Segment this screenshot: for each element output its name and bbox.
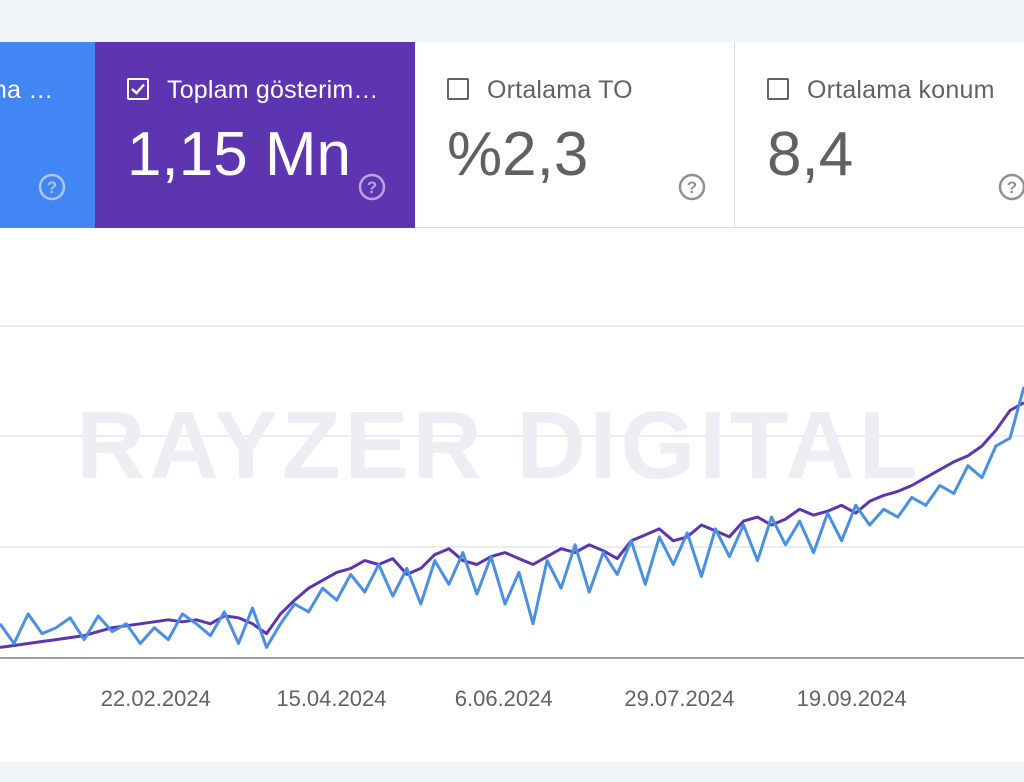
svg-text:?: ? <box>687 178 697 197</box>
help-icon[interactable]: ? <box>37 172 67 202</box>
performance-chart: RAYZER DIGITAL 22.02.2024 15.04.2024 6.06.… <box>0 325 1024 711</box>
checkbox-unchecked-icon[interactable] <box>767 78 789 100</box>
metric-tiles: ma … ? Toplam gösterim… 1,15 Mn ? Ortala… <box>0 42 1024 228</box>
metric-label-clicks: ma … <box>0 76 54 104</box>
checkbox-unchecked-icon[interactable] <box>447 78 469 100</box>
help-icon[interactable]: ? <box>997 172 1024 202</box>
x-tick-label: 19.09.2024 <box>797 686 907 711</box>
svg-text:?: ? <box>367 178 377 197</box>
svg-text:?: ? <box>47 178 57 197</box>
metric-label-position: Ortalama konum <box>807 76 995 104</box>
help-icon[interactable]: ? <box>677 172 707 202</box>
x-tick-label: 22.02.2024 <box>101 686 211 711</box>
series-line-clicks <box>0 386 1024 649</box>
metric-value-position: 8,4 <box>767 120 854 189</box>
metric-tile-position[interactable]: Ortalama konum 8,4 ? <box>735 42 1024 228</box>
metric-value-ctr: %2,3 <box>447 120 589 189</box>
x-tick-label: 15.04.2024 <box>276 686 386 711</box>
metric-label-ctr: Ortalama TO <box>487 76 633 104</box>
checkbox-checked-icon[interactable] <box>127 78 149 100</box>
performance-card: ma … ? Toplam gösterim… 1,15 Mn ? Ortala… <box>0 42 1024 762</box>
help-icon[interactable]: ? <box>357 172 387 202</box>
metric-tile-impressions[interactable]: Toplam gösterim… 1,15 Mn ? <box>95 42 415 228</box>
metric-label-impressions: Toplam gösterim… <box>167 76 379 104</box>
x-tick-label: 29.07.2024 <box>624 686 734 711</box>
metric-tile-ctr[interactable]: Ortalama TO %2,3 ? <box>415 42 735 228</box>
series-layer <box>0 386 1024 649</box>
x-tick-labels: 22.02.2024 15.04.2024 6.06.2024 29.07.2024 1… <box>101 686 907 711</box>
metric-tile-clicks[interactable]: ma … ? <box>0 42 95 228</box>
metric-value-impressions: 1,15 Mn <box>127 120 352 189</box>
gridlines <box>0 325 1024 659</box>
svg-text:?: ? <box>1007 178 1017 197</box>
x-tick-label: 6.06.2024 <box>455 686 553 711</box>
watermark: RAYZER DIGITAL <box>76 392 921 499</box>
